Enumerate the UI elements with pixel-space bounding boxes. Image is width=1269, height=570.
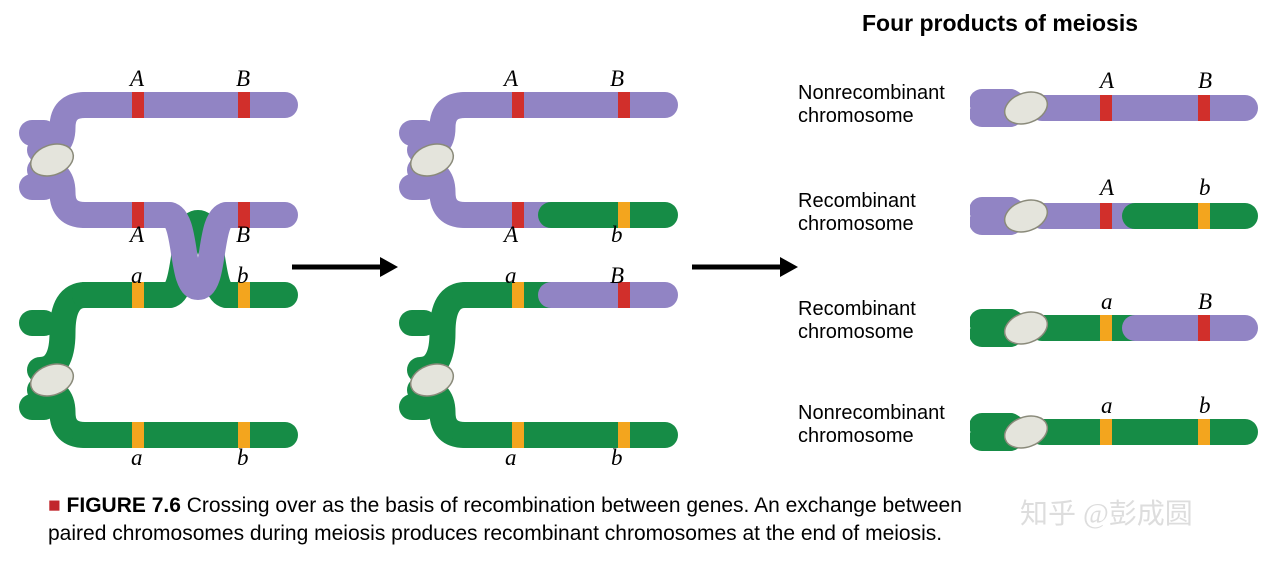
watermark: 知乎 @彭成圆 [1020, 492, 1193, 532]
caption-text-2: paired chromosomes during meiosis produc… [48, 522, 942, 545]
panel2-svg [390, 40, 690, 500]
allele-label: B [610, 263, 624, 289]
allele-label: B [236, 66, 250, 92]
allele-label: B [1198, 289, 1212, 315]
products-title: Four products of meiosis [790, 10, 1210, 37]
product-label: Recombinantchromosome [798, 298, 916, 344]
allele-label: a [505, 445, 517, 471]
allele-label: b [611, 222, 623, 248]
allele-label: B [610, 66, 624, 92]
arrow-1 [290, 247, 400, 287]
caption-text-1: Crossing over as the basis of recombinat… [181, 494, 962, 517]
allele-label: a [1101, 393, 1113, 419]
allele-label: b [237, 445, 249, 471]
panel1-svg [10, 40, 310, 500]
panel3-svg [970, 40, 1260, 500]
allele-label: A [130, 66, 144, 92]
allele-label: a [131, 263, 143, 289]
allele-label: a [505, 263, 517, 289]
allele-label: a [1101, 289, 1113, 315]
fig-number: FIGURE 7.6 [67, 494, 181, 517]
allele-label: a [131, 445, 143, 471]
arrow-2 [690, 247, 800, 287]
product-label: Recombinantchromosome [798, 190, 916, 236]
allele-label: b [1199, 175, 1211, 201]
product-label: Nonrecombinantchromosome [798, 402, 945, 448]
allele-label: B [1198, 68, 1212, 94]
allele-label: B [236, 222, 250, 248]
fig-marker: ■ [48, 494, 61, 517]
allele-label: A [504, 222, 518, 248]
allele-label: b [237, 263, 249, 289]
allele-label: b [1199, 393, 1211, 419]
allele-label: A [130, 222, 144, 248]
product-label: Nonrecombinantchromosome [798, 82, 945, 128]
allele-label: A [1100, 175, 1114, 201]
allele-label: A [504, 66, 518, 92]
allele-label: b [611, 445, 623, 471]
allele-label: A [1100, 68, 1114, 94]
